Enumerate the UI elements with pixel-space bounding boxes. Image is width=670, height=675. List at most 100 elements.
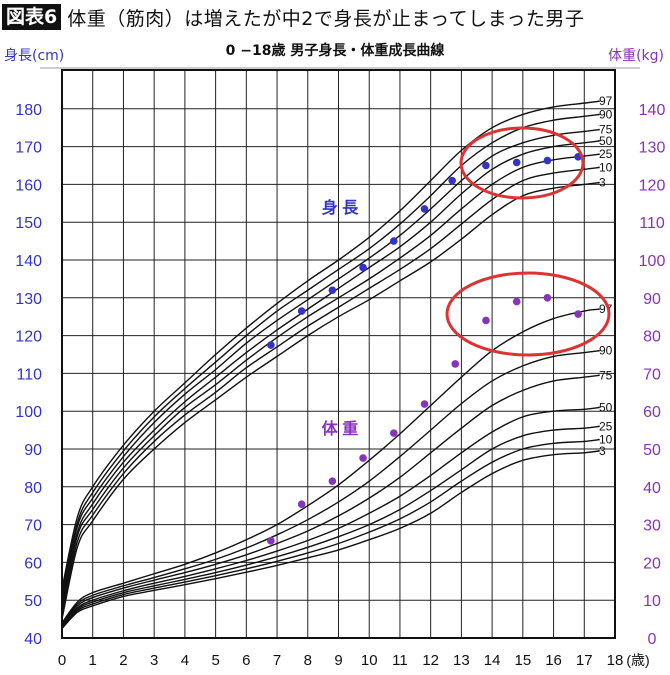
x-tick-label: 11 [392,652,408,669]
height-percentile-label-25: 25 [599,147,613,161]
x-tick-label: 18 [607,652,624,669]
height-percentile-curve-10 [61,166,600,614]
left-axis-title: 身長(cm) [4,48,65,64]
figure-title-row: 図表6 体重（筋肉）は増えたが中2で身長が止まってしまった男子 [2,2,584,32]
left-tick-label: 140 [15,253,42,270]
height-data-point [297,307,306,315]
x-tick-label: 12 [422,652,439,669]
right-tick-label: 70 [643,366,661,383]
weight-percentile-label-50: 50 [599,400,613,414]
left-tick-label: 170 [15,140,42,157]
right-tick-label: 50 [643,442,661,459]
x-tick-label: 16 [545,652,562,669]
right-tick-label: 130 [639,140,666,157]
left-tick-label: 50 [24,593,42,610]
weight-series-label: 体 重 [322,419,358,438]
weight-percentile-curve-25 [61,425,600,628]
x-tick-label: 15 [514,652,531,669]
weight-highlight-ellipse [445,271,611,357]
height-data-point [482,161,490,170]
x-tick-label: 8 [304,652,312,669]
x-tick-label: 17 [576,652,593,669]
right-tick-label: 30 [643,518,661,535]
left-tick-label: 120 [15,329,42,346]
height-data-point [420,205,429,213]
left-tick-label: 130 [15,291,42,308]
weight-data-point [512,297,521,306]
weight-percentile-curve-90 [61,350,600,625]
weight-data-point [328,477,337,485]
right-tick-label: 100 [639,253,666,270]
height-percentile-curve-50 [61,140,600,605]
x-tick-label: 2 [119,652,127,669]
left-tick-label: 80 [24,480,42,497]
height-percentile-curve-97 [61,100,600,590]
height-percentile-label-3: 3 [599,176,606,190]
right-axis-title: 体重(kg) [608,48,664,64]
weight-percentile-curve-10 [61,438,600,628]
left-tick-label: 100 [15,404,42,421]
weight-data-point [359,454,367,462]
right-tick-label: 40 [643,480,661,497]
x-tick-label: 5 [211,652,219,669]
x-tick-label: 14 [484,652,501,669]
chart-subtitle: 0 −18歳 男子身長・体重成長曲線 [225,43,445,59]
weight-data-point [482,316,490,325]
right-tick-label: 10 [643,593,661,610]
x-tick-label: 7 [273,652,281,669]
height-percentile-label-10: 10 [599,160,613,174]
left-tick-label: 40 [24,631,42,648]
weight-percentile-label-75: 75 [599,368,613,382]
height-percentile-curve-25 [61,153,600,608]
x-tick-label: 10 [361,652,378,669]
weight-data-point [543,294,552,302]
x-tick-label: 4 [181,652,189,669]
height-percentile-label-50: 50 [599,134,613,148]
left-tick-label: 60 [24,555,42,572]
height-percentile-curve-75 [61,128,600,599]
height-data-point [448,176,456,185]
height-percentile-curve-3 [61,181,600,620]
weight-percentile-label-3: 3 [599,444,606,458]
weight-percentile-label-25: 25 [599,419,613,433]
weight-percentile-curve-3 [61,450,600,630]
weight-percentile-curve-97 [61,308,600,624]
right-tick-label: 20 [643,555,661,572]
height-data-point [390,237,398,245]
height-percentile-label-75: 75 [599,123,613,137]
weight-data-point [574,310,582,318]
x-tick-label: 3 [150,652,158,669]
right-tick-label: 80 [643,329,661,346]
right-tick-label: 110 [639,215,665,232]
x-tick-label: 13 [453,652,470,669]
x-unit-label: (歳) [626,652,649,668]
left-tick-label: 150 [15,215,42,232]
left-tick-label: 160 [15,177,42,194]
weight-percentile-curve-75 [61,374,600,626]
right-tick-label: 120 [639,177,666,194]
x-tick-label: 0 [58,652,66,669]
plot-border [61,69,616,639]
height-data-point [359,263,367,272]
weight-data-point [420,400,429,408]
weight-data-point [297,500,306,508]
weight-data-point [267,537,275,545]
x-tick-label: 1 [89,652,97,669]
height-percentile-label-90: 90 [599,107,613,121]
weight-percentile-label-90: 90 [599,344,613,358]
left-tick-label: 70 [24,518,42,535]
weight-percentile-label-10: 10 [599,433,613,447]
height-series-label: 身 長 [322,198,359,217]
x-tick-label: 6 [242,652,250,669]
figure-title: 体重（筋肉）は増えたが中2で身長が止まってしまった男子 [67,7,585,30]
weight-data-point [451,360,460,368]
right-tick-label: 60 [643,404,661,421]
right-tick-label: 140 [639,102,666,119]
weight-data-point [390,429,398,437]
left-tick-label: 90 [24,442,42,459]
right-tick-label: 90 [643,291,661,308]
height-percentile-label-97: 97 [599,94,613,108]
left-tick-label: 110 [16,366,42,383]
right-tick-label: 0 [648,631,657,648]
